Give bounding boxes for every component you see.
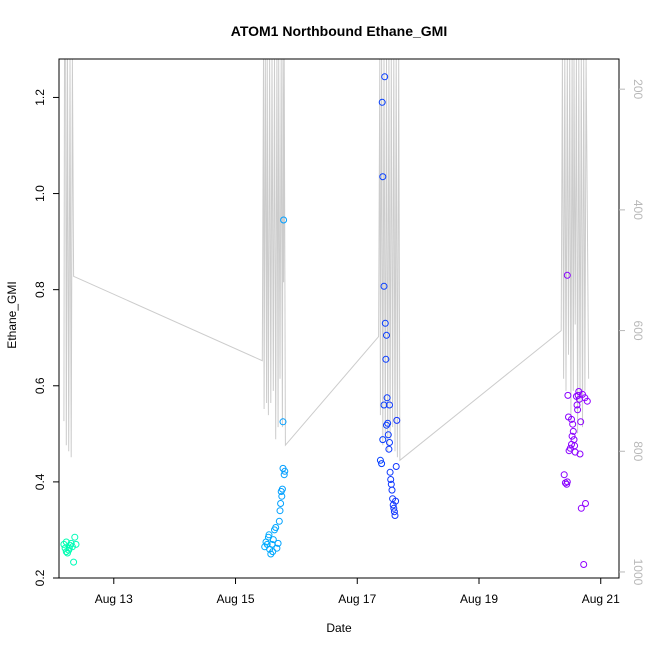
pressure-line [63, 59, 590, 462]
data-point [386, 401, 393, 409]
data-points [60, 73, 591, 568]
right-tick-label: 400 [631, 200, 645, 220]
data-point [274, 539, 282, 547]
data-point [67, 539, 75, 547]
data-point [583, 397, 591, 405]
data-point [390, 504, 398, 512]
data-point [573, 401, 581, 409]
y-tick-label: 1.0 [33, 185, 47, 202]
x-tick-label: Aug 19 [460, 592, 498, 606]
data-point [280, 471, 288, 479]
right-tick-label: 1000 [631, 559, 645, 586]
data-point [71, 533, 79, 541]
data-point [580, 561, 588, 568]
data-point [272, 524, 280, 531]
y-tick-label: 0.4 [33, 473, 47, 490]
data-point [379, 173, 387, 181]
right-tick-label: 200 [631, 79, 645, 99]
data-point [383, 394, 391, 402]
data-point [279, 418, 287, 426]
data-point [392, 463, 400, 470]
y-tick-label: 0.8 [33, 281, 47, 298]
data-point [576, 450, 584, 458]
axes: Aug 13 Aug 15 Aug 17 Aug 19 Aug 21 0.2 0.4 0.6 0… [33, 58, 645, 606]
data-point [269, 548, 277, 556]
data-point [574, 406, 582, 414]
y-tick-label: 0.2 [33, 569, 47, 586]
data-point [563, 271, 571, 279]
data-point [388, 486, 396, 494]
data-point [280, 216, 288, 224]
x-axis-label: Date [326, 621, 352, 635]
data-point [391, 512, 399, 519]
data-point [582, 500, 589, 507]
data-point [393, 416, 401, 424]
y-tick-label: 1.2 [33, 89, 47, 106]
data-point [72, 540, 80, 548]
data-point [278, 492, 286, 500]
data-point [385, 445, 393, 453]
right-tick-label: 800 [631, 441, 645, 461]
right-tick-label: 600 [631, 321, 645, 341]
data-point [571, 448, 579, 456]
data-point [568, 432, 576, 440]
data-point [275, 517, 283, 525]
data-point [378, 98, 386, 106]
data-point [379, 436, 387, 444]
chart-title: ATOM1 Northbound Ethane_GMI [231, 23, 447, 39]
data-point [273, 544, 281, 552]
data-point [65, 544, 73, 552]
data-point [568, 415, 575, 423]
data-point [380, 282, 388, 290]
data-point [577, 418, 585, 426]
data-point [277, 500, 285, 507]
data-point [560, 471, 568, 479]
data-point [577, 504, 585, 512]
data-point [383, 421, 390, 429]
data-point [383, 331, 390, 339]
x-tick-label: Aug 13 [95, 592, 133, 606]
data-point [281, 467, 289, 475]
data-point [384, 431, 392, 439]
data-point [381, 319, 389, 327]
data-point [564, 391, 572, 399]
y-tick-label: 0.6 [33, 377, 47, 394]
data-point [386, 468, 394, 476]
data-point [378, 460, 386, 468]
data-point [563, 478, 571, 486]
data-point [269, 536, 277, 544]
x-tick-label: Aug 17 [338, 592, 376, 606]
pressure-lines [63, 59, 590, 462]
x-tick-label: Aug 15 [216, 592, 254, 606]
data-point [569, 427, 577, 435]
data-point [387, 476, 395, 483]
plot-frame [58, 58, 620, 579]
data-point [278, 485, 286, 493]
data-point [390, 508, 398, 516]
data-point [384, 419, 392, 427]
data-point [392, 497, 400, 505]
data-point [574, 391, 582, 399]
data-point [70, 558, 78, 566]
x-tick-label: Aug 21 [582, 592, 620, 606]
data-point [386, 439, 393, 446]
data-point [276, 507, 284, 515]
data-point [381, 73, 389, 81]
y-axis-label: Ethane_GMI [5, 281, 19, 348]
data-point [265, 531, 273, 539]
data-point [382, 355, 390, 363]
data-point [569, 420, 577, 428]
data-point [376, 456, 384, 464]
